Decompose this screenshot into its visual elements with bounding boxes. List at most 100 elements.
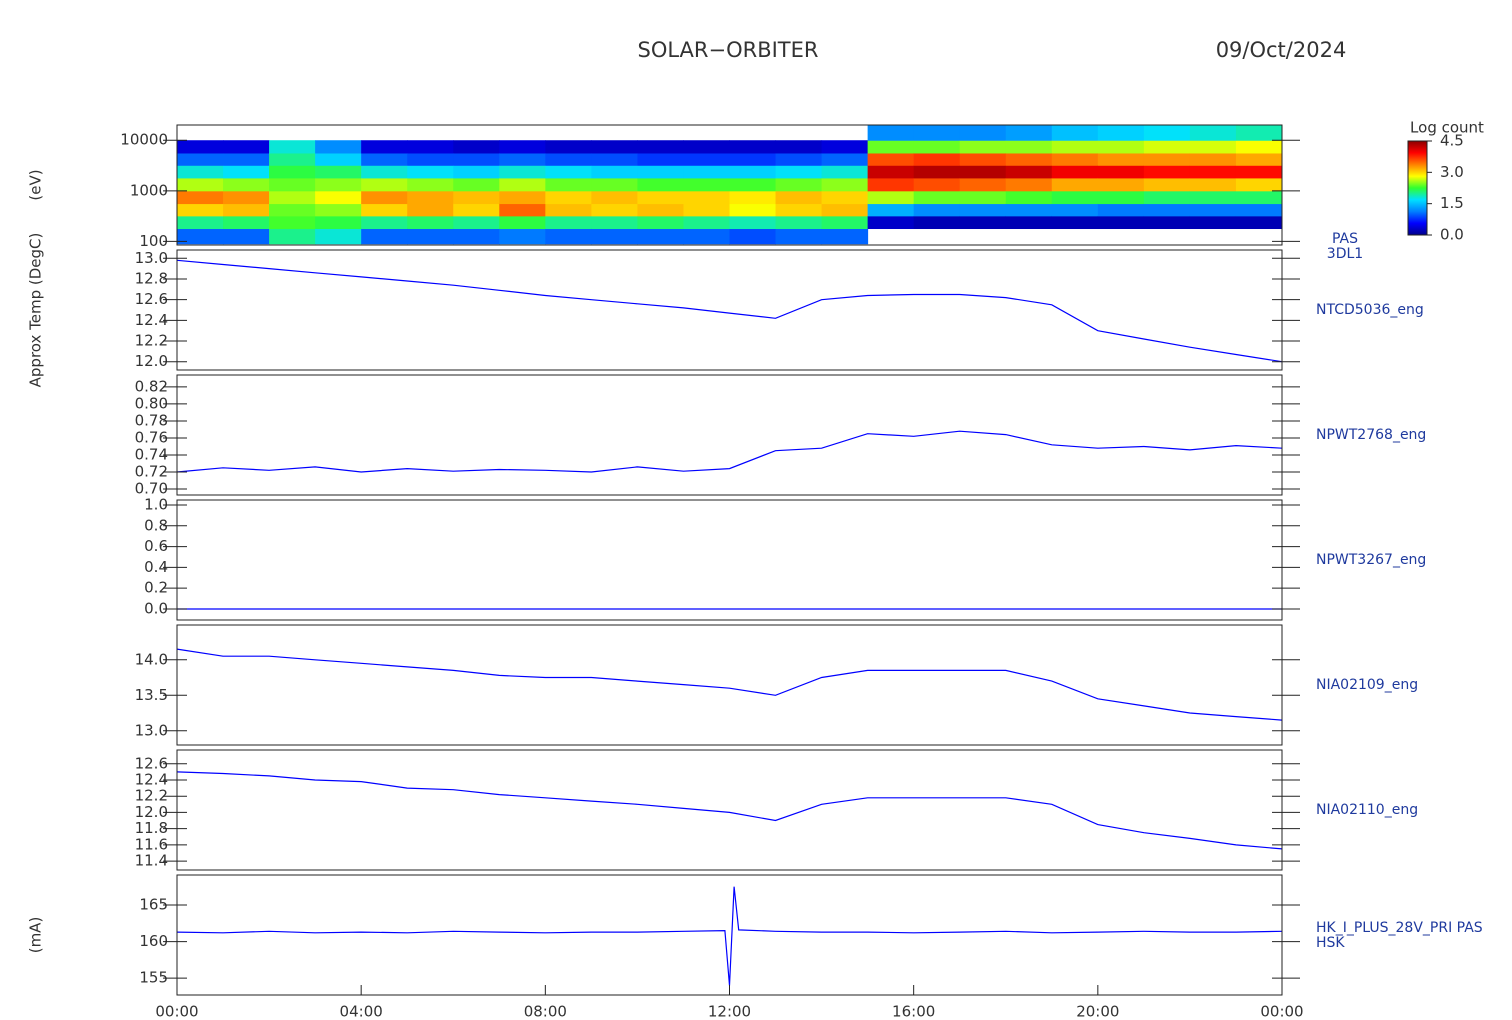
heat-cell <box>1005 215 1053 230</box>
heat-cell <box>545 165 592 179</box>
colorbar-tick-label: 3.0 <box>1440 163 1464 181</box>
panel-label: NIA02110_eng <box>1316 802 1418 818</box>
heat-cell <box>591 190 638 205</box>
x-tick-label: 16:00 <box>892 1003 935 1020</box>
heat-cell <box>1005 140 1053 154</box>
heat-cell <box>361 228 408 245</box>
heat-cell <box>1143 165 1191 179</box>
y-tick-label: 12.4 <box>135 311 168 329</box>
heat-cell <box>1235 177 1283 192</box>
heat-cell <box>1051 152 1099 166</box>
heat-cell <box>223 152 270 166</box>
heat-cell <box>1097 215 1145 230</box>
heat-cell <box>315 140 362 154</box>
heat-cell <box>499 215 546 230</box>
heat-cell <box>1051 177 1099 192</box>
heat-cell <box>1189 152 1237 166</box>
heat-cell <box>223 140 270 154</box>
heat-cell <box>177 140 224 154</box>
heat-cell <box>223 228 270 245</box>
heat-cell <box>591 165 638 179</box>
colorbar-tick-label: 0.0 <box>1440 226 1464 244</box>
x-tick-label: 00:00 <box>155 1003 198 1020</box>
heat-cell <box>637 165 684 179</box>
heat-cell <box>545 177 592 192</box>
panel-label: PAS <box>1332 231 1358 247</box>
heat-cell <box>959 125 1007 141</box>
heat-cell <box>453 228 500 245</box>
heat-cell <box>959 140 1007 154</box>
y-tick-label: 0.78 <box>135 411 168 429</box>
y-tick-label: 0.70 <box>135 480 168 498</box>
heat-cell <box>775 228 823 245</box>
heat-cell <box>1051 203 1099 217</box>
heat-cell <box>545 203 592 217</box>
heat-cell <box>729 228 777 245</box>
chart-date: 09/Oct/2024 <box>1216 38 1347 62</box>
x-tick-label: 12:00 <box>708 1003 751 1020</box>
heat-cell <box>1143 177 1191 192</box>
heat-cell <box>1189 203 1237 217</box>
y-tick-label: 12.8 <box>135 269 168 287</box>
y-tick-label: 12.2 <box>135 332 168 350</box>
heat-cell <box>1189 165 1237 179</box>
heat-cell <box>499 152 546 166</box>
heat-cell <box>959 215 1007 230</box>
heat-cell <box>959 177 1007 192</box>
y-tick-label: 0.0 <box>144 599 168 617</box>
heat-cell <box>453 203 500 217</box>
y-tick-label: 100 <box>139 232 168 250</box>
heat-cell <box>1097 152 1145 166</box>
heat-cell <box>821 215 869 230</box>
heat-cell <box>315 177 362 192</box>
heat-cell <box>913 203 961 217</box>
heat-cell <box>867 165 915 179</box>
heat-cell <box>545 228 592 245</box>
y-tick-label: 11.8 <box>135 819 168 837</box>
heat-cell <box>821 140 869 154</box>
heat-cell <box>775 203 823 217</box>
heat-cell <box>177 190 224 205</box>
heat-cell <box>683 228 730 245</box>
heat-cell <box>729 165 777 179</box>
heat-cell <box>867 215 915 230</box>
heat-cell <box>637 152 684 166</box>
heat-cell <box>177 228 224 245</box>
heat-cell <box>775 140 823 154</box>
panel-frame <box>176 499 1283 621</box>
heat-cell <box>361 190 408 205</box>
heat-cell <box>407 152 454 166</box>
heat-cell <box>453 190 500 205</box>
heat-cell <box>867 190 915 205</box>
panel-label: HSK <box>1316 935 1345 951</box>
heat-cell <box>453 215 500 230</box>
colorbar <box>1407 140 1428 236</box>
y-tick-label: 13.5 <box>135 686 168 704</box>
heat-cell <box>177 203 224 217</box>
heat-cell <box>1235 140 1283 154</box>
heat-cell <box>591 215 638 230</box>
heat-cell <box>1143 140 1191 154</box>
heat-cell <box>867 203 915 217</box>
y-tick-label: 12.6 <box>135 290 168 308</box>
x-tick-label: 08:00 <box>524 1003 567 1020</box>
heat-cell <box>1189 125 1237 141</box>
heat-cell <box>177 152 224 166</box>
heat-cell <box>361 203 408 217</box>
colorbar-tick-label: 1.5 <box>1440 194 1464 212</box>
heat-cell <box>223 203 270 217</box>
data-line <box>176 886 1283 986</box>
heat-cell <box>637 177 684 192</box>
heat-cell <box>269 177 316 192</box>
heat-cell <box>407 165 454 179</box>
heat-cell <box>1143 215 1191 230</box>
panel-label: NIA02109_eng <box>1316 677 1418 693</box>
heat-cell <box>407 228 454 245</box>
heat-cell <box>453 152 500 166</box>
heat-cell <box>683 203 730 217</box>
chart-title: SOLAR−ORBITER <box>637 38 818 62</box>
heat-cell <box>315 215 362 230</box>
y-tick-label: 1.0 <box>144 495 168 513</box>
heat-cell <box>1189 140 1237 154</box>
heat-cell <box>821 228 869 245</box>
